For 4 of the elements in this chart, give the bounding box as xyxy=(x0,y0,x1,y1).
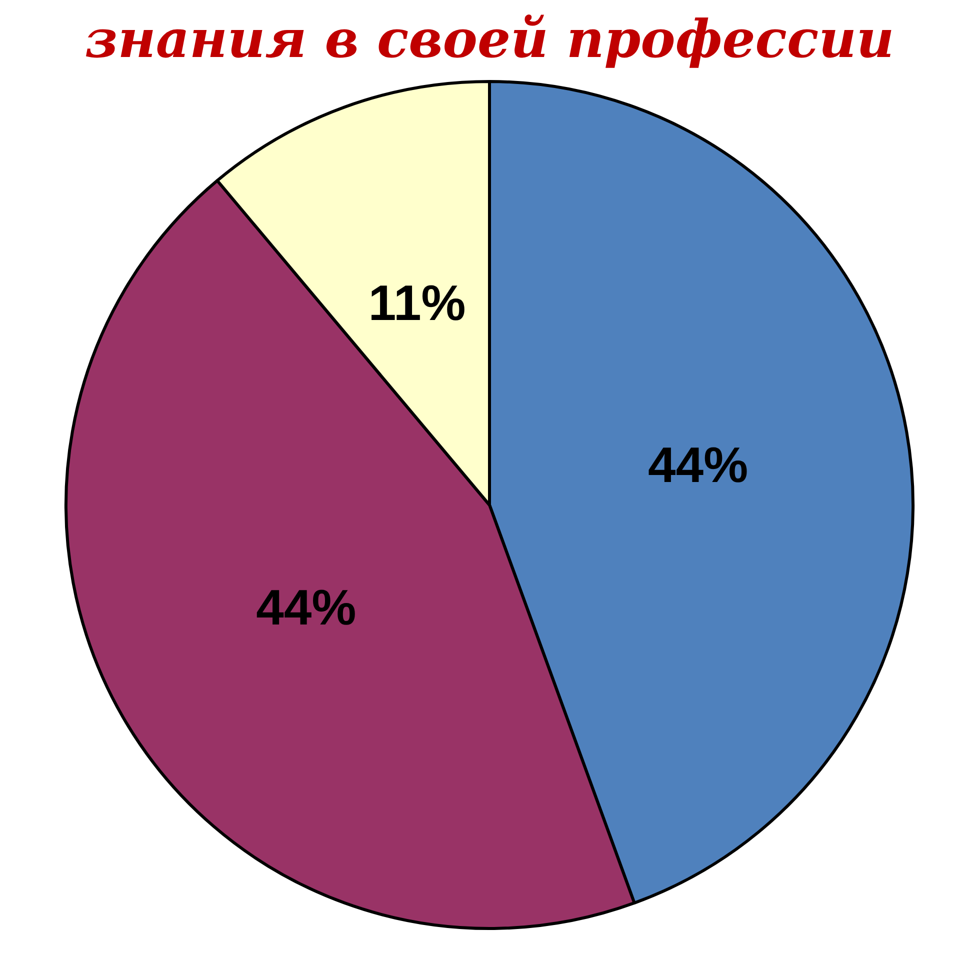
chart-title: знания в своей профессии xyxy=(84,9,896,70)
data-label: 44% xyxy=(648,437,748,494)
data-label: 44% xyxy=(256,580,356,636)
data-label: 11% xyxy=(368,274,466,331)
